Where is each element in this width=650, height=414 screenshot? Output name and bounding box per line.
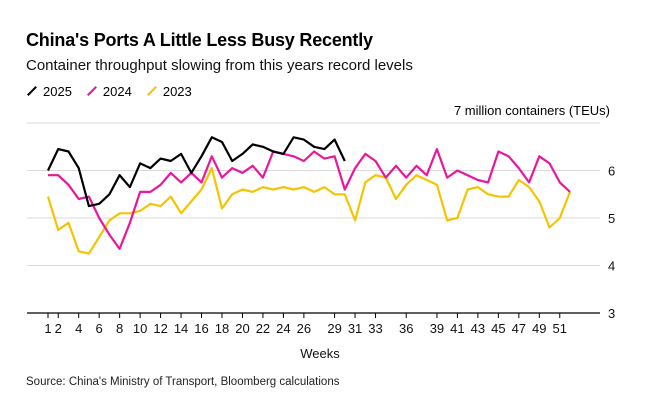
legend-label-2025: 2025 (43, 83, 72, 99)
x-axis-title: Weeks (300, 346, 340, 361)
x-tick-label-10: 10 (133, 321, 147, 336)
x-tick-label-47: 47 (512, 321, 526, 336)
x-tick-label-51: 51 (553, 321, 567, 336)
x-tick-label-49: 49 (532, 321, 546, 336)
legend-item-2025: 2025 (26, 84, 72, 99)
chart-title: China's Ports A Little Less Busy Recentl… (26, 30, 373, 50)
y-tick-label-3: 3 (608, 306, 615, 321)
x-tick-label-31: 31 (348, 321, 362, 336)
series-line-2025 (47, 136, 346, 208)
x-axis: 1 2 4 6 8 10 12 14 16 18 20 22 24 26 29 31 33 36 39 41 43 45 4… (27, 312, 600, 336)
x-tick-label-26: 26 (297, 321, 311, 336)
x-tick-label-33: 33 (368, 321, 382, 336)
y-tick-label-5: 5 (608, 211, 615, 226)
x-tick-label-20: 20 (235, 321, 249, 336)
legend-label-2023: 2023 (162, 83, 192, 99)
x-tick-label-8: 8 (116, 321, 123, 336)
x-tick-label-43: 43 (471, 321, 485, 336)
legend-label-2024: 2024 (102, 83, 132, 99)
y-tick-label-4: 4 (608, 259, 615, 274)
y-axis-unit-label: 7 million containers (TEUs) (453, 103, 610, 118)
series-line-2024 (48, 148, 571, 250)
x-tick-label-14: 14 (174, 321, 188, 336)
x-tick-label-18: 18 (215, 321, 229, 336)
series-lines (46, 136, 572, 255)
x-tick-label-6: 6 (96, 321, 103, 336)
x-tick-label-1: 1 (44, 321, 51, 336)
chart-subtitle: Container throughput slowing from this y… (26, 57, 413, 74)
legend-item-2024: 2024 (86, 84, 132, 99)
source-note: Source: China's Ministry of Transport, B… (26, 376, 340, 388)
x-tick-label-45: 45 (491, 321, 505, 336)
x-tick-label-16: 16 (194, 321, 208, 336)
y-axis-ticks: 3 4 5 6 (608, 164, 615, 322)
x-tick-label-12: 12 (153, 321, 167, 336)
y-tick-label-6: 6 (608, 164, 615, 179)
x-tick-label-41: 41 (450, 321, 464, 336)
x-tick-label-22: 22 (256, 321, 270, 336)
legend-item-2023: 2023 (146, 84, 192, 99)
x-tick-label-39: 39 (430, 321, 444, 336)
x-tick-label-29: 29 (327, 321, 341, 336)
x-tick-label-4: 4 (75, 321, 82, 336)
legend: 2025 2024 2023 (26, 82, 206, 100)
x-tick-label-24: 24 (276, 321, 290, 336)
x-tick-label-36: 36 (399, 321, 413, 336)
x-tick-label-2: 2 (55, 321, 62, 336)
series-line-2023 (46, 167, 572, 255)
